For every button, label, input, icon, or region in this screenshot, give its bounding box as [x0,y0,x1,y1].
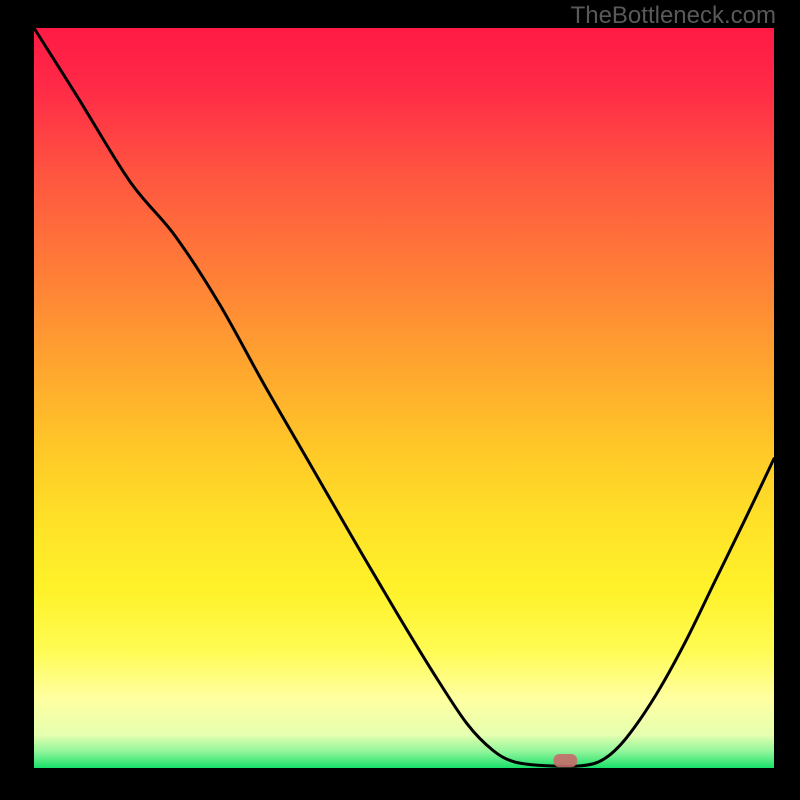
optimum-marker [553,754,577,767]
watermark-text: TheBottleneck.com [571,2,776,30]
bottleneck-curve [34,28,774,766]
chart-stage: TheBottleneck.com [0,0,800,800]
plot-area [34,28,774,768]
curve-layer [34,28,774,768]
